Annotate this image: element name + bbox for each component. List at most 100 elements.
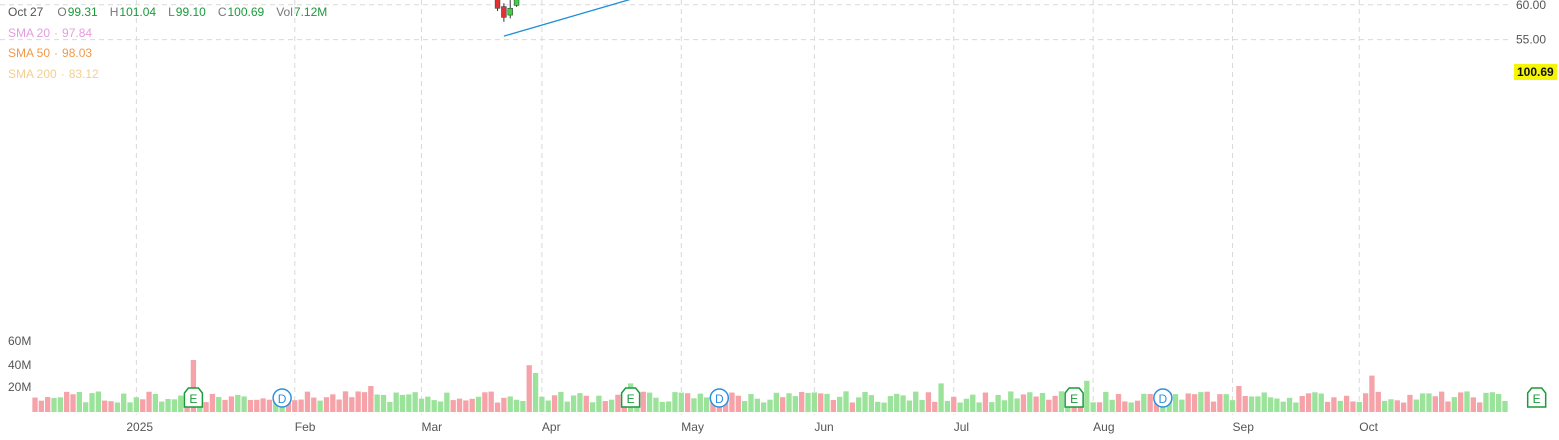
volume-bar xyxy=(754,398,760,412)
volume-bar xyxy=(108,401,114,412)
volume-bar xyxy=(1318,393,1324,412)
low-value: 99.10 xyxy=(175,5,206,19)
volume-bar xyxy=(887,396,894,412)
volume-bar xyxy=(1084,380,1090,412)
ohlc-readout: Oct 27 O99.31 H101.04 L99.10 C100.69 Vol7.12M xyxy=(8,5,339,19)
rising-support-line xyxy=(503,0,631,37)
price-axis[interactable]: 110.00105.00100.0095.0090.0085.0080.0075… xyxy=(1516,0,1553,47)
volume-bar xyxy=(323,397,330,412)
volume-bar xyxy=(1293,402,1299,412)
volume-bar xyxy=(602,401,608,412)
volume-bar xyxy=(1198,392,1204,412)
sma-50-label: SMA 50 xyxy=(8,46,51,60)
volume-bar xyxy=(127,402,133,412)
volume-bar xyxy=(349,397,355,412)
volume-bar xyxy=(1236,386,1242,412)
volume-tick-label: 20M xyxy=(8,380,31,394)
volume-bar xyxy=(342,391,349,412)
volume-bar xyxy=(1343,395,1350,412)
volume-bar xyxy=(735,395,741,412)
volume-bar xyxy=(146,391,152,412)
volume-bar xyxy=(45,397,51,412)
volume-bar xyxy=(577,393,583,412)
volume-bar xyxy=(608,399,615,412)
volume-bar xyxy=(482,392,488,412)
volume-bar xyxy=(1267,397,1274,412)
volume-bar xyxy=(982,392,989,412)
volume-bar xyxy=(355,391,361,412)
volume-bar xyxy=(545,400,551,412)
time-tick-label: 2025 xyxy=(126,420,153,434)
time-tick-label: Mar xyxy=(422,420,443,434)
volume-bar xyxy=(406,394,412,412)
volume-bar xyxy=(1001,400,1008,412)
volume-bar xyxy=(254,399,260,412)
trend-lines[interactable] xyxy=(193,0,1505,37)
volume-bar xyxy=(1128,402,1134,412)
volume-bar xyxy=(925,392,932,412)
volume-bar xyxy=(906,400,913,412)
volume-bar xyxy=(1052,395,1058,412)
volume-bar xyxy=(957,402,963,412)
volume-bar xyxy=(1255,396,1261,412)
volume-bar xyxy=(583,395,589,412)
volume-bar xyxy=(539,396,545,412)
volume-bar xyxy=(171,399,178,412)
volume-bar xyxy=(1210,401,1217,412)
volume-bar xyxy=(1274,398,1280,412)
vol-key: Vol xyxy=(276,5,293,19)
sma-50-legend[interactable]: SMA 50 · 98.03 xyxy=(8,46,93,60)
volume-bar xyxy=(228,396,235,412)
volume-bar xyxy=(469,398,475,412)
volume-bar xyxy=(653,397,659,412)
volume-bar xyxy=(1451,397,1457,412)
volume-bar xyxy=(1299,395,1305,412)
volume-bar xyxy=(507,396,513,412)
volume-bar xyxy=(767,399,773,412)
volume-bar xyxy=(1476,402,1483,412)
volume-bar xyxy=(1305,393,1312,412)
high-key: H xyxy=(109,5,119,19)
volume-bar xyxy=(387,401,393,412)
volume-bar xyxy=(178,395,184,412)
volume-bar xyxy=(311,397,317,412)
time-axis[interactable]: 2025 Feb Mar Apr May Jun Jul Aug Sep Oct xyxy=(126,420,1378,434)
volume-bar xyxy=(1400,402,1407,412)
candle-body xyxy=(494,0,501,9)
sma-200-label: SMA 200 xyxy=(8,67,57,81)
earnings-marker-label: E xyxy=(1533,392,1541,406)
volume-bar xyxy=(570,395,577,412)
volume-bar xyxy=(1191,394,1198,412)
candle-body xyxy=(507,7,513,16)
candle-body xyxy=(513,0,520,6)
volume-bar xyxy=(431,400,437,412)
volume-bar xyxy=(463,400,469,412)
volume-bar xyxy=(1096,402,1103,412)
volume-bar xyxy=(368,386,374,412)
last-price-badge: 100.69 xyxy=(1514,64,1557,80)
volume-bar xyxy=(266,399,273,412)
volume-bar xyxy=(691,398,697,412)
volume-bar xyxy=(1324,401,1331,412)
volume-bar xyxy=(222,399,228,412)
volume-bar xyxy=(1381,400,1388,412)
volume-bar xyxy=(513,399,520,412)
vol-value: 7.12M xyxy=(293,5,328,19)
volume-bar xyxy=(1229,400,1236,412)
volume-bar xyxy=(1223,394,1229,412)
open-key: O xyxy=(57,5,67,19)
volume-bar xyxy=(70,394,76,412)
sma-20-legend[interactable]: SMA 20 · 97.84 xyxy=(8,26,93,40)
volume-tick-label: 60M xyxy=(8,334,31,348)
volume-bar xyxy=(1014,398,1020,412)
volume-bar xyxy=(380,394,387,412)
volume-bar xyxy=(1242,395,1248,412)
volume-bar xyxy=(1407,394,1413,412)
volume-bar xyxy=(1185,393,1191,412)
volume-bar xyxy=(1261,392,1267,412)
sma-200-legend[interactable]: SMA 200 · 83.12 xyxy=(8,67,99,81)
price-tick-label: 60.00 xyxy=(1516,0,1546,12)
volume-bar xyxy=(1483,392,1489,412)
